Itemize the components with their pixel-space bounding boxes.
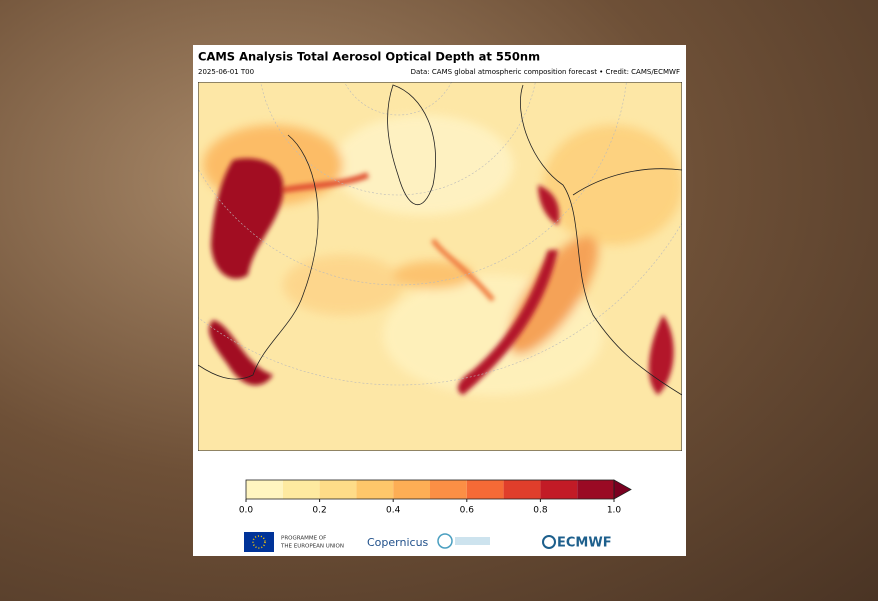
colorbar-tick-label: 0.0	[239, 506, 254, 516]
colorbar-segment	[503, 480, 541, 499]
colorbar-segment	[356, 480, 394, 499]
eu-text: PROGRAMME OF	[281, 536, 326, 542]
date: 2025-06-01 T00	[198, 68, 254, 76]
credit: Data: CAMS global atmospheric compositio…	[411, 68, 680, 76]
colorbar: 0.0 0.2 0.4 0.6 0.8 1.0	[239, 479, 632, 516]
colorbar-tick-label: 0.4	[386, 506, 401, 516]
colorbar-segment	[319, 480, 357, 499]
ecmwf-logo: ECMWF	[557, 536, 612, 551]
colorbar-segment	[577, 480, 614, 499]
colorbar-frame	[245, 479, 615, 500]
colorbar-tick-label: 0.6	[460, 506, 475, 516]
copernicus-logo: Copernicus	[367, 536, 429, 549]
colorbar-tick-label: 0.8	[533, 506, 548, 516]
colorbar-segment	[430, 480, 467, 499]
colorbar-tick-label: 0.2	[312, 506, 326, 516]
figure: CAMS Analysis Total Aerosol Optical Dept…	[198, 50, 682, 552]
colorbar-segment	[282, 480, 320, 499]
map	[198, 82, 682, 451]
title: CAMS Analysis Total Aerosol Optical Dept…	[198, 50, 540, 64]
colorbar-segment	[540, 480, 578, 499]
eu-text: THE EUROPEAN UNION	[280, 544, 344, 550]
colorbar-tick-label: 1.0	[607, 506, 622, 516]
logos: PROGRAMME OF THE EUROPEAN UNION Copernic…	[244, 532, 612, 552]
colorbar-segment	[393, 480, 430, 499]
colorbar-segment	[246, 480, 283, 499]
colorbar-segment	[466, 480, 504, 499]
colorbar-extend	[613, 479, 632, 500]
panel: CAMS Analysis Total Aerosol Optical Dept…	[193, 45, 686, 556]
